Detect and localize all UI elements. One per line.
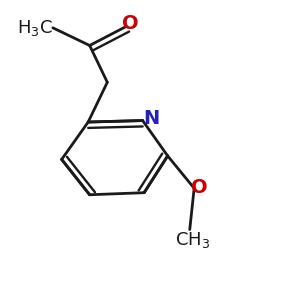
Text: $\mathregular{H_3C}$: $\mathregular{H_3C}$ [17, 18, 53, 38]
Text: N: N [143, 109, 160, 128]
Text: O: O [122, 14, 138, 34]
Text: O: O [191, 178, 208, 197]
Text: $\mathregular{CH_3}$: $\mathregular{CH_3}$ [175, 230, 210, 250]
